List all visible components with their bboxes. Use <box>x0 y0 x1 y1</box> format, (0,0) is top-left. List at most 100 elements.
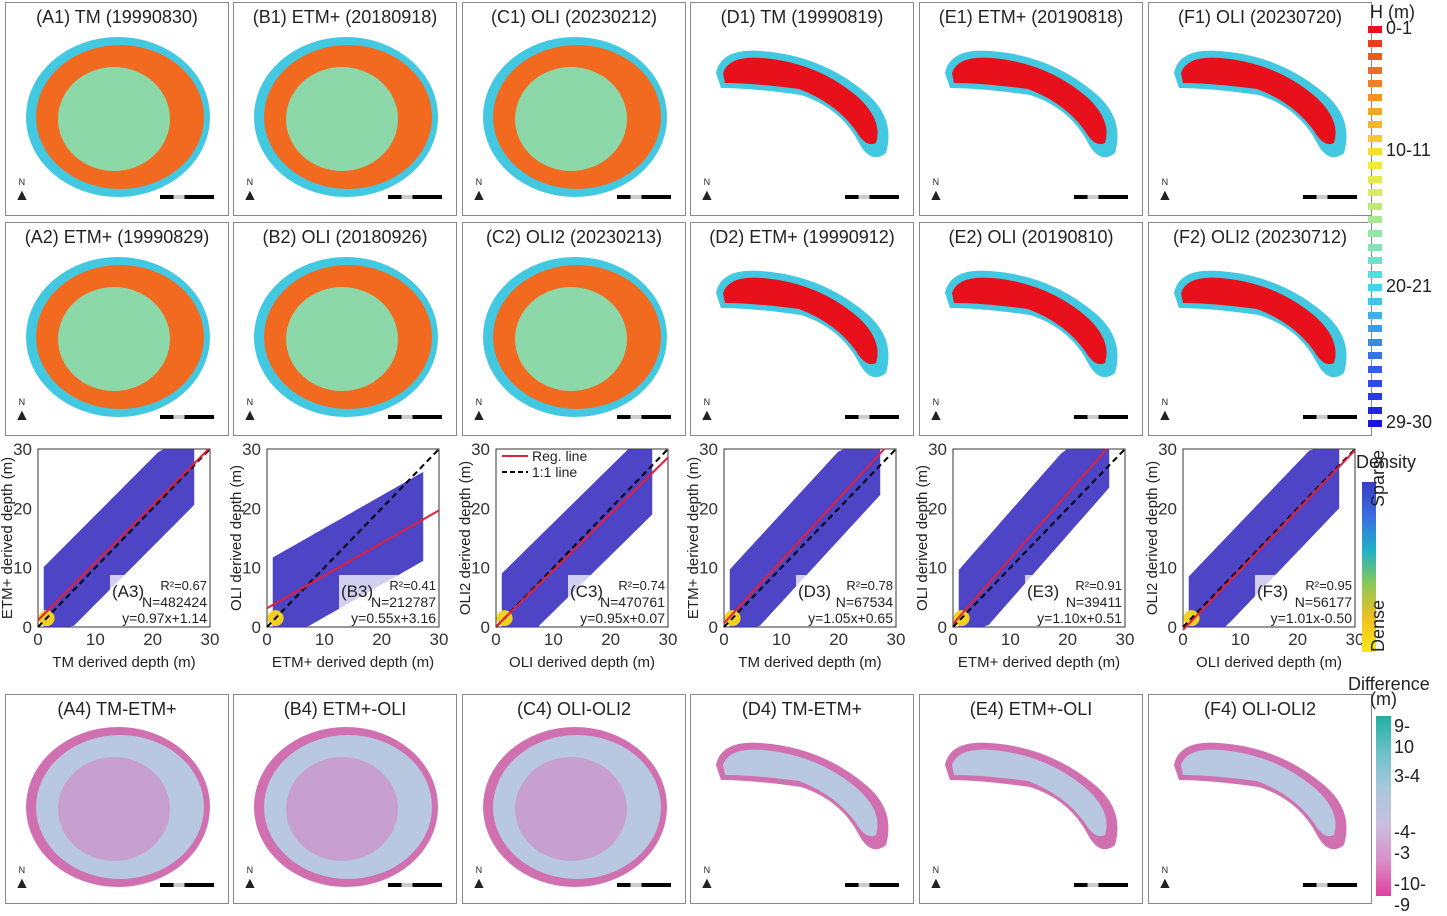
north-arrow-icon: N ▲ <box>471 397 487 424</box>
x-tick-label: 0 <box>491 630 500 649</box>
legend-reg-line-label: Reg. line <box>532 448 587 464</box>
y-tick-label: 0 <box>481 618 490 637</box>
difference-legend-label: -10--9 <box>1394 874 1427 915</box>
north-arrow-icon: N ▲ <box>471 177 487 204</box>
y-tick-label: 20 <box>699 499 718 518</box>
map-panel-title: (D1) TM (19990819) <box>720 7 884 27</box>
map-panel-title: (A4) TM-ETM+ <box>57 699 177 719</box>
r2-label: R²=0.95 <box>1305 578 1352 593</box>
depth-legend-swatch <box>1368 393 1382 401</box>
y-tick-label: 30 <box>699 441 718 459</box>
x-axis-label: ETM+ derived depth (m) <box>958 654 1120 671</box>
map-image <box>945 270 1118 378</box>
x-tick-label: 20 <box>372 630 391 649</box>
y-tick-label: 30 <box>1158 441 1177 459</box>
scale-bar <box>1303 883 1357 887</box>
panel-label: (A3) <box>112 582 144 601</box>
north-arrow-icon: N ▲ <box>14 177 30 204</box>
depth-legend-swatch <box>1368 134 1382 142</box>
x-axis-label: OLI derived depth (m) <box>509 654 655 671</box>
panel-label: (C3) <box>570 582 603 601</box>
scale-bar <box>617 883 671 887</box>
y-tick-label: 30 <box>471 441 490 459</box>
y-tick-label: 20 <box>13 499 32 518</box>
equation-label: y=1.05x+0.65 <box>808 610 893 626</box>
depth-legend-label: 29-30 <box>1386 412 1433 433</box>
map-panel: (A1) TM (19990830) N ▲ <box>5 2 229 216</box>
y-tick-label: 0 <box>252 618 261 637</box>
y-tick-label: 10 <box>13 559 32 578</box>
north-arrow-icon: N ▲ <box>242 397 258 424</box>
one-to-one-line <box>1182 448 1356 628</box>
map-panel: (F2) OLI2 (20230712) N ▲ <box>1148 222 1372 436</box>
map-panel-title: (B4) ETM+-OLI <box>283 699 407 719</box>
y-axis-label: ETM+ derived depth (m) <box>0 457 16 619</box>
map-image <box>483 727 667 887</box>
one-to-one-line <box>723 448 897 628</box>
equation-label: y=0.95x+0.07 <box>580 610 665 626</box>
map-image <box>716 50 889 158</box>
map-panel-title: (A1) TM (19990830) <box>36 7 198 27</box>
x-tick-label: 30 <box>1116 630 1135 649</box>
depth-legend-swatch <box>1368 352 1382 360</box>
scatter-plot: 00 10 10 20 20 30 30 TM derived depth (m) ETM+ d… <box>686 441 905 671</box>
map-panel: (B2) OLI (20180926) N ▲ <box>233 222 457 436</box>
panel-label: (D3) <box>798 582 831 601</box>
map-image <box>1174 742 1347 850</box>
x-tick-label: 20 <box>1288 630 1307 649</box>
map-panel: (A4) TM-ETM+ N ▲ <box>5 694 229 904</box>
y-tick-label: 30 <box>13 441 32 459</box>
y-tick-label: 20 <box>1158 499 1177 518</box>
stats-box <box>1025 575 1124 626</box>
panel-label: (F3) <box>1257 582 1288 601</box>
x-tick-label: 20 <box>143 630 162 649</box>
north-arrow-icon: N ▲ <box>242 865 258 892</box>
equation-label: y=1.10x+0.51 <box>1037 610 1122 626</box>
scale-bar <box>1074 195 1128 199</box>
scale-bar <box>617 195 671 199</box>
r2-label: R²=0.78 <box>846 578 893 593</box>
x-tick-label: 10 <box>315 630 334 649</box>
map-panel-title: (B1) ETM+ (20180918) <box>252 7 438 27</box>
scale-bar <box>1303 195 1357 199</box>
x-tick-label: 10 <box>86 630 105 649</box>
y-tick-label: 0 <box>23 618 32 637</box>
north-arrow-icon: N ▲ <box>928 177 944 204</box>
map-panel-title: (C2) OLI2 (20230213) <box>485 227 663 247</box>
y-tick-label: 10 <box>242 559 261 578</box>
depth-legend-swatch <box>1368 162 1382 169</box>
scale-bar <box>1074 415 1128 419</box>
difference-legend-label: 9-10 <box>1394 716 1415 757</box>
north-arrow-icon: N ▲ <box>471 865 487 892</box>
legend-one-to-one-label: 1:1 line <box>532 464 577 480</box>
n-label: N=212787 <box>371 594 436 610</box>
map-panel: (E2) OLI (20190810) N ▲ <box>919 222 1143 436</box>
y-tick-label: 30 <box>242 441 261 459</box>
n-label: N=470761 <box>600 594 665 610</box>
r2-label: R²=0.74 <box>618 578 665 593</box>
depth-legend-swatch <box>1368 66 1382 74</box>
north-arrow-icon: N ▲ <box>1157 177 1173 204</box>
map-panel-title: (E4) ETM+-OLI <box>969 699 1093 719</box>
map-panel: (D2) ETM+ (19990912) N ▲ <box>690 222 914 436</box>
regression-line <box>1182 449 1356 631</box>
scale-bar <box>160 195 214 199</box>
map-panel-title: (B2) OLI (20180926) <box>262 227 428 247</box>
x-tick-label: 20 <box>829 630 848 649</box>
scale-bar <box>1303 415 1357 419</box>
scale-bar <box>388 883 442 887</box>
stats-box <box>110 575 209 626</box>
x-tick-label: 30 <box>1346 630 1365 649</box>
x-tick-label: 0 <box>719 630 728 649</box>
x-axis-label: ETM+ derived depth (m) <box>272 654 434 671</box>
depth-legend-swatch <box>1368 270 1382 278</box>
map-panel: (D4) TM-ETM+ N ▲ <box>690 694 914 904</box>
depth-legend-swatch <box>1368 175 1382 183</box>
y-tick-label: 30 <box>928 441 947 459</box>
y-tick-label: 20 <box>471 499 490 518</box>
map-image <box>26 257 210 417</box>
map-image <box>254 727 438 887</box>
depth-legend-swatch <box>1368 298 1382 305</box>
map-panel-title: (D2) ETM+ (19990912) <box>709 227 895 247</box>
scale-bar <box>160 415 214 419</box>
